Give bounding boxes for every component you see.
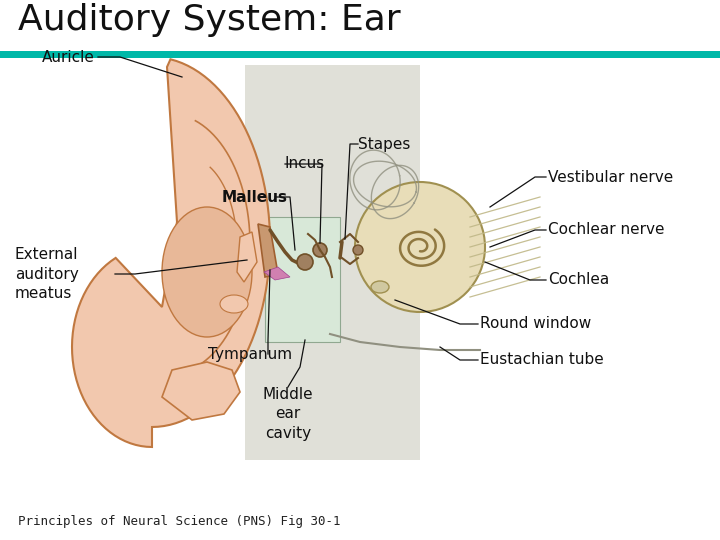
Text: Auditory System: Ear: Auditory System: Ear (18, 3, 400, 37)
Polygon shape (72, 59, 270, 447)
Text: Malleus: Malleus (222, 190, 288, 205)
Circle shape (297, 254, 313, 270)
Polygon shape (264, 267, 290, 280)
Text: Incus: Incus (285, 157, 325, 172)
Polygon shape (265, 217, 340, 342)
Text: Tympanum: Tympanum (208, 347, 292, 361)
Polygon shape (245, 65, 380, 460)
Text: Round window: Round window (480, 316, 591, 332)
Polygon shape (162, 362, 240, 420)
Text: External
auditory
meatus: External auditory meatus (15, 247, 78, 301)
Polygon shape (247, 234, 250, 272)
Text: Cochlea: Cochlea (548, 273, 609, 287)
Text: Vestibular nerve: Vestibular nerve (548, 170, 673, 185)
Text: Stapes: Stapes (358, 137, 410, 152)
Text: Auricle: Auricle (42, 50, 95, 64)
Polygon shape (258, 224, 278, 277)
Text: Principles of Neural Science (PNS) Fig 30-1: Principles of Neural Science (PNS) Fig 3… (18, 515, 341, 528)
Bar (0, 0, 720, 50)
Text: Eustachian tube: Eustachian tube (480, 353, 604, 368)
Polygon shape (237, 232, 257, 282)
Text: Middle
ear
cavity: Middle ear cavity (263, 387, 313, 441)
Ellipse shape (220, 295, 248, 313)
Bar (0, 51, 720, 58)
Ellipse shape (162, 207, 252, 337)
Circle shape (353, 245, 363, 255)
Circle shape (313, 243, 327, 257)
Polygon shape (245, 65, 420, 460)
Ellipse shape (371, 281, 389, 293)
Text: Cochlear nerve: Cochlear nerve (548, 222, 665, 238)
Circle shape (355, 182, 485, 312)
